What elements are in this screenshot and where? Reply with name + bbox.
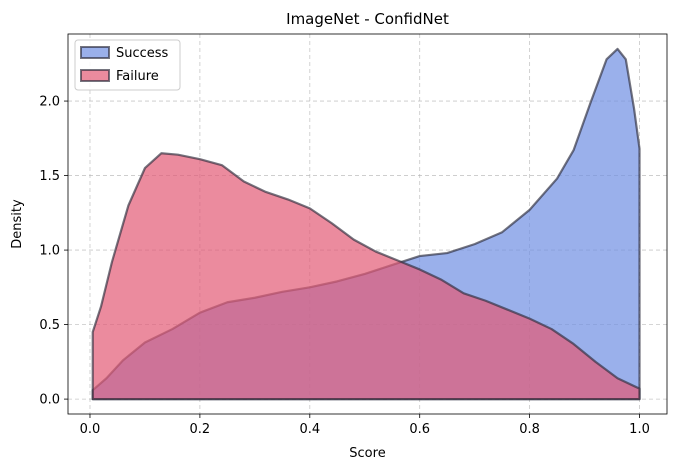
x-tick-label: 0.4 [299, 422, 320, 437]
legend-label-success: Success [116, 46, 169, 61]
y-tick-label: 1.5 [39, 169, 60, 184]
x-axis-label: Score [349, 446, 385, 461]
x-tick-label: 1.0 [629, 422, 650, 437]
x-tick-label: 0.2 [190, 422, 211, 437]
y-tick-label: 0.5 [39, 318, 60, 333]
x-tick-label: 0.8 [519, 422, 540, 437]
x-tick-label: 0.6 [409, 422, 430, 437]
axis-ticks: 0.0 0.2 0.4 0.6 0.8 1.0 0.0 0.5 1.0 1.5 2.0 [39, 95, 650, 437]
legend: Success Failure [74, 39, 181, 91]
density-area-failure [91, 152, 641, 401]
legend-swatch-success [80, 46, 110, 59]
x-tick-label: 0.0 [80, 422, 101, 437]
legend-label-failure: Failure [116, 69, 159, 84]
plot-area [91, 47, 641, 401]
y-tick-label: 0.0 [39, 393, 60, 408]
chart-title: ImageNet - ConfidNet [286, 10, 449, 28]
y-axis-label: Density [10, 199, 25, 249]
y-tick-label: 1.0 [39, 244, 60, 259]
y-tick-label: 2.0 [39, 95, 60, 110]
plot-frame [67, 33, 668, 415]
legend-swatch-failure [80, 69, 110, 82]
